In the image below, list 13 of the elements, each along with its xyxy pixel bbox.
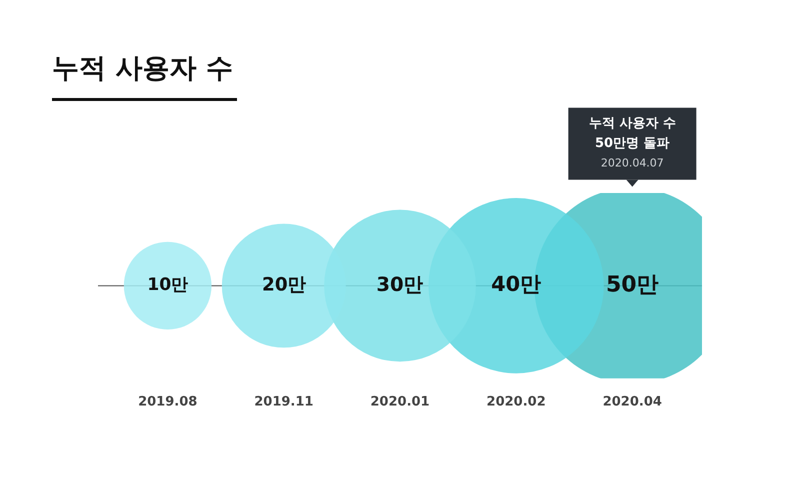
category-label: 2019.11 <box>254 394 314 410</box>
text: 누적 사용자 수 50만명 돌파 <box>588 116 676 152</box>
data-label: 50만 <box>606 272 659 298</box>
data-label: 10만 <box>147 275 188 296</box>
category-label: 2020.04 <box>602 394 662 410</box>
category-label: 2020.02 <box>486 394 546 410</box>
category-label: 2020.01 <box>370 394 430 410</box>
text: 2020.04.07 <box>600 156 664 170</box>
data-label: 30만 <box>376 272 424 296</box>
text: 누적 사용자 수 <box>52 50 237 101</box>
data-label: 40만 <box>491 272 542 296</box>
data-label: 20만 <box>262 274 306 296</box>
category-label: 2019.08 <box>138 394 198 410</box>
